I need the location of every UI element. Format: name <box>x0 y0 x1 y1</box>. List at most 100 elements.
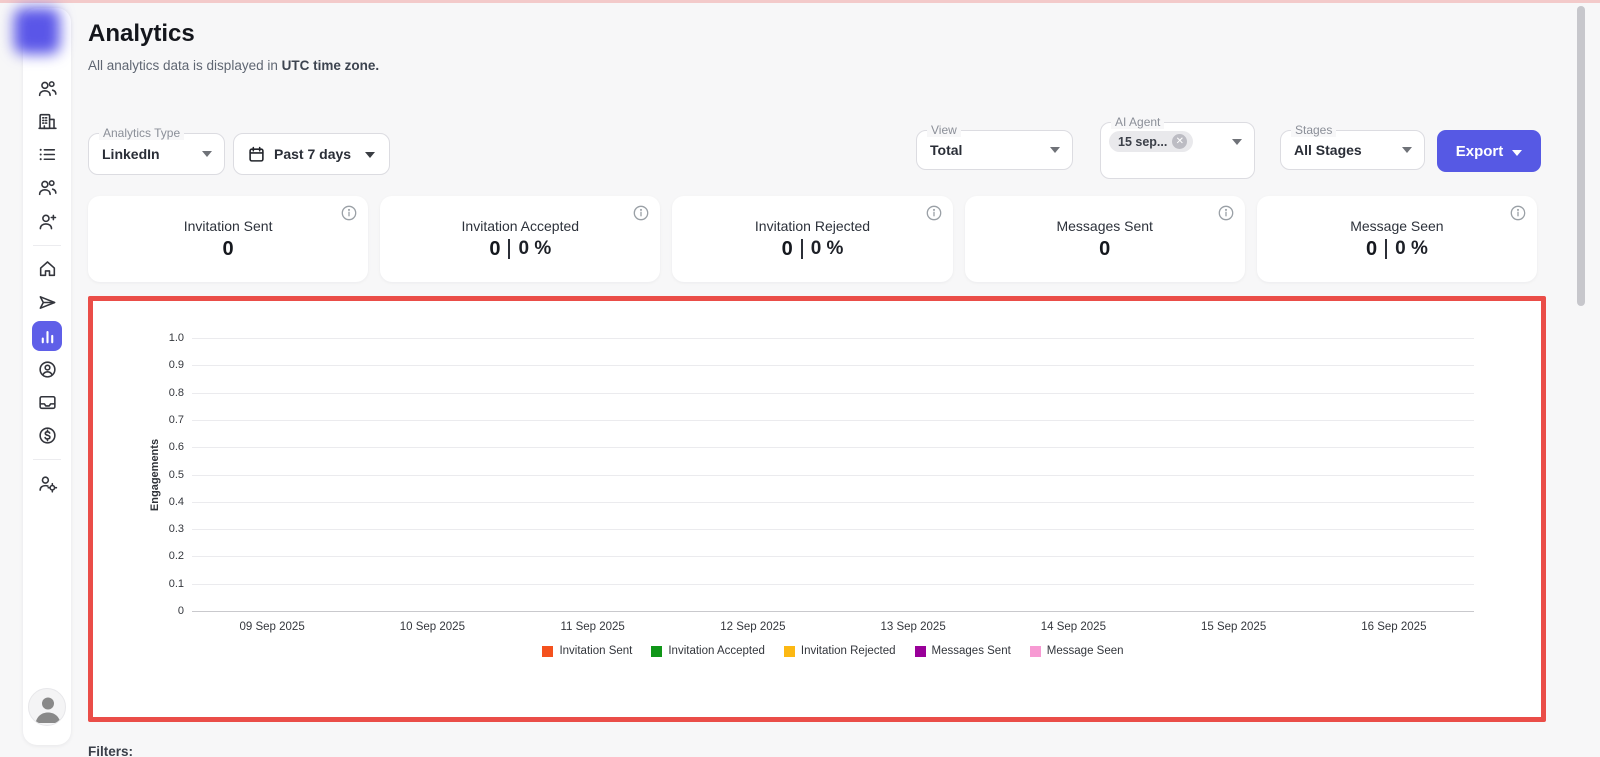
legend-label: Invitation Accepted <box>668 645 765 657</box>
stat-card-messages-sent: Messages Sent 0 <box>964 196 1245 282</box>
user-gear-icon <box>38 475 57 493</box>
y-gridline <box>192 529 1474 531</box>
stages-select[interactable]: Stages All Stages <box>1280 123 1425 170</box>
chip-remove-icon[interactable]: ✕ <box>1172 134 1188 149</box>
legend-swatch <box>542 645 554 657</box>
subtitle-timezone: UTC time zone. <box>281 58 380 73</box>
user-avatar[interactable] <box>28 688 66 726</box>
view-value: Total <box>930 142 963 158</box>
sidebar-item-inbox[interactable] <box>32 387 62 417</box>
x-tick-label: 11 Sep 2025 <box>560 621 625 633</box>
legend-label: Messages Sent <box>931 645 1011 657</box>
list-icon <box>39 148 55 160</box>
page-title: Analytics <box>88 20 195 47</box>
x-tick-label: 15 Sep 2025 <box>1201 621 1267 633</box>
y-gridline <box>192 392 1474 394</box>
y-tick-label: 0.1 <box>168 577 184 590</box>
legend-item: Invitation Rejected <box>783 645 896 657</box>
stat-label: Messages Sent <box>1056 217 1153 234</box>
legend-item: Invitation Sent <box>542 645 632 657</box>
inbox-icon <box>38 395 56 409</box>
analytics-type-select[interactable]: Analytics Type LinkedIn <box>88 126 225 175</box>
value-divider <box>508 239 511 259</box>
date-range-button[interactable]: Past 7 days <box>233 133 390 175</box>
stat-label: Invitation Sent <box>183 217 273 234</box>
y-tick-label: 0 <box>177 605 184 617</box>
sidebar <box>23 8 71 745</box>
view-label: View <box>927 123 961 137</box>
stat-percent: 0 % <box>1395 238 1428 259</box>
info-icon[interactable] <box>1510 205 1526 221</box>
stat-percent: 0 % <box>518 238 552 259</box>
sidebar-item-analytics[interactable] <box>32 321 62 351</box>
stat-card-message-seen: Message Seen 0 0 % <box>1256 196 1538 282</box>
legend-item: Messages Sent <box>914 645 1011 657</box>
sidebar-item-lists[interactable] <box>32 139 62 169</box>
export-button[interactable]: Export <box>1437 130 1541 172</box>
user-circle-icon <box>38 360 56 378</box>
legend-label: Message Seen <box>1046 645 1124 657</box>
chevron-down-icon <box>1050 147 1060 153</box>
user-plus-icon <box>39 214 56 229</box>
dollar-icon <box>38 426 56 444</box>
info-icon[interactable] <box>1218 205 1234 221</box>
chart-highlight-box: 1.0 0.9 0.8 0.7 0.6 0.5 0.4 0.3 0.2 0.1 0 Engagemen… <box>88 296 1546 722</box>
vertical-scrollbar[interactable] <box>1577 6 1585 306</box>
filters-section-label: Filters: <box>88 744 134 757</box>
y-gridline <box>192 338 1474 339</box>
view-select[interactable]: View Total <box>916 123 1073 170</box>
stat-value: 0 <box>781 237 793 260</box>
sidebar-item-companies[interactable] <box>32 106 62 136</box>
stat-value: 0 <box>222 237 234 260</box>
legend-swatch <box>914 645 926 657</box>
chevron-down-icon <box>1402 147 1412 153</box>
bar-chart-icon <box>41 330 53 343</box>
y-gridline <box>192 501 1474 503</box>
brand-logo-blur <box>14 8 60 54</box>
y-tick-label: 0.2 <box>168 550 184 563</box>
y-gridline <box>192 419 1474 421</box>
y-gridline <box>192 447 1474 449</box>
ai-agent-chip[interactable]: 15 sep... ✕ <box>1109 131 1194 152</box>
x-tick-label: 16 Sep 2025 <box>1361 621 1427 633</box>
legend-swatch <box>651 645 663 657</box>
y-tick-label: 0.4 <box>168 495 184 508</box>
chevron-down-icon <box>365 145 375 163</box>
stages-value: All Stages <box>1294 142 1362 158</box>
x-tick-label: 10 Sep 2025 <box>399 621 465 633</box>
sidebar-item-home[interactable] <box>32 253 62 283</box>
building-icon <box>37 113 57 129</box>
value-divider <box>1385 239 1388 259</box>
sidebar-divider <box>33 245 61 246</box>
sidebar-item-contacts[interactable] <box>32 73 62 103</box>
top-accent-strip <box>0 0 1600 3</box>
legend-swatch <box>1029 645 1041 657</box>
chevron-down-icon <box>1232 139 1242 145</box>
chevron-down-icon <box>202 151 212 157</box>
ai-agent-select[interactable]: AI Agent 15 sep... ✕ <box>1100 115 1255 179</box>
stat-percent: 0 % <box>810 238 844 259</box>
users-icon <box>38 80 57 96</box>
brand-logo[interactable] <box>14 8 60 54</box>
x-tick-label: 13 Sep 2025 <box>880 621 946 633</box>
sidebar-item-user-settings[interactable] <box>32 468 62 498</box>
sidebar-item-campaigns[interactable] <box>32 287 62 317</box>
info-icon[interactable] <box>633 205 649 221</box>
stat-value: 0 <box>489 237 501 260</box>
y-gridline <box>192 556 1474 558</box>
info-icon[interactable] <box>341 205 357 221</box>
info-icon[interactable] <box>926 205 942 221</box>
y-axis-title: Engagements <box>149 438 161 511</box>
date-range-value: Past 7 days <box>274 146 352 162</box>
stat-card-invitation-sent: Invitation Sent 0 <box>88 196 369 282</box>
x-tick-label: 12 Sep 2025 <box>720 621 786 633</box>
sidebar-item-audience[interactable] <box>32 172 62 202</box>
sidebar-item-account[interactable] <box>32 354 62 384</box>
stat-label: Invitation Rejected <box>754 217 871 234</box>
sidebar-item-billing[interactable] <box>32 420 62 450</box>
stat-value: 0 <box>1365 237 1378 260</box>
sidebar-item-add-user[interactable] <box>32 206 62 236</box>
person-silhouette-icon <box>35 697 61 723</box>
ai-agent-label: AI Agent <box>1111 115 1165 129</box>
